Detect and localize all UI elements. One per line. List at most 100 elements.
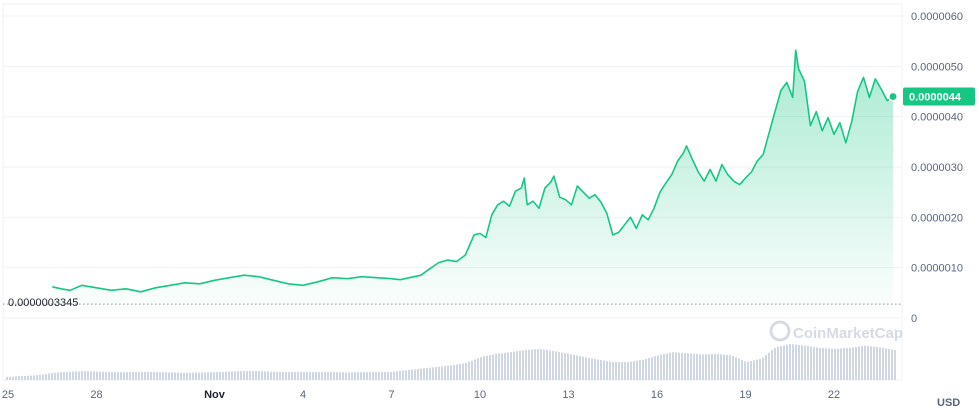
volume-bar bbox=[381, 372, 383, 380]
volume-bar bbox=[210, 372, 212, 380]
volume-bar bbox=[120, 372, 122, 380]
volume-bar bbox=[279, 371, 281, 380]
watermark: CoinMarketCap bbox=[769, 320, 903, 342]
volume-bar bbox=[450, 365, 452, 380]
volume-bar bbox=[399, 370, 401, 380]
volume-bar bbox=[363, 372, 365, 380]
volume-bar bbox=[546, 349, 548, 380]
volume-bar bbox=[795, 344, 797, 380]
volume-bar bbox=[732, 356, 734, 380]
volume-bar bbox=[39, 374, 41, 380]
volume-bar bbox=[213, 372, 215, 380]
volume-bar bbox=[21, 376, 23, 380]
volume-bar bbox=[489, 355, 491, 380]
y-tick-label: 0.0000030 bbox=[911, 162, 963, 174]
volume-bar bbox=[879, 347, 881, 380]
volume-bar bbox=[294, 372, 296, 380]
volume-bar bbox=[435, 366, 437, 380]
volume-bar bbox=[441, 366, 443, 380]
volume-bar bbox=[324, 372, 326, 380]
volume-bar bbox=[726, 354, 728, 380]
volume-bar bbox=[681, 352, 683, 380]
volume-bar bbox=[483, 356, 485, 380]
volume-bar bbox=[603, 360, 605, 380]
volume-bar bbox=[567, 353, 569, 380]
volume-bar bbox=[153, 372, 155, 380]
y-tick-label: 0 bbox=[911, 313, 917, 325]
volume-bar bbox=[99, 371, 101, 380]
volume-bar bbox=[708, 354, 710, 380]
volume-bar bbox=[273, 371, 275, 380]
volume-bar bbox=[204, 372, 206, 380]
volume-bar bbox=[750, 361, 752, 380]
volume-bar bbox=[783, 345, 785, 380]
volume-bar bbox=[108, 372, 110, 380]
price-area-fill bbox=[52, 50, 894, 318]
x-tick-label: 16 bbox=[651, 389, 663, 401]
volume-bar bbox=[657, 355, 659, 380]
volume-bar bbox=[261, 371, 263, 380]
volume-bar bbox=[9, 376, 11, 380]
volume-bar bbox=[765, 355, 767, 380]
volume-bar bbox=[303, 371, 305, 380]
volume-bar bbox=[771, 350, 773, 380]
volume-bar bbox=[201, 372, 203, 380]
volume-bar bbox=[12, 376, 14, 380]
volume-bar bbox=[756, 359, 758, 380]
volume-bar bbox=[405, 370, 407, 380]
volume-bar bbox=[186, 372, 188, 380]
volume-bar bbox=[894, 349, 896, 380]
volume-bar bbox=[822, 348, 824, 380]
volume-bar bbox=[801, 345, 803, 380]
volume-bar bbox=[615, 362, 617, 380]
volume-bar bbox=[453, 364, 455, 380]
volume-bar bbox=[858, 346, 860, 380]
volume-bar bbox=[561, 352, 563, 380]
volume-bar bbox=[408, 369, 410, 380]
volume-bar bbox=[519, 350, 521, 380]
volume-bar bbox=[429, 367, 431, 380]
volume-bar bbox=[156, 372, 158, 380]
currency-unit-label: USD bbox=[937, 397, 960, 409]
volume-bar bbox=[225, 371, 227, 380]
volume-bar bbox=[684, 352, 686, 380]
volume-bar bbox=[246, 370, 248, 380]
volume-bar bbox=[693, 353, 695, 380]
volume-bar bbox=[861, 346, 863, 380]
volume-bar bbox=[132, 372, 134, 380]
volume-bar bbox=[594, 358, 596, 380]
volume-bar bbox=[348, 372, 350, 380]
volume-bar bbox=[282, 372, 284, 380]
volume-bar bbox=[609, 361, 611, 380]
volume-bar bbox=[24, 375, 26, 380]
watermark-text: CoinMarketCap bbox=[793, 325, 903, 342]
volume-bar bbox=[222, 371, 224, 380]
volume-bar bbox=[678, 352, 680, 380]
volume-bar bbox=[486, 355, 488, 380]
volume-bar bbox=[591, 358, 593, 380]
volume-bar bbox=[885, 348, 887, 380]
volume-bar bbox=[843, 348, 845, 380]
volume-bar bbox=[744, 361, 746, 380]
volume-bar bbox=[315, 372, 317, 380]
volume-bar bbox=[525, 349, 527, 380]
volume-bar bbox=[588, 357, 590, 380]
volume-bar bbox=[105, 371, 107, 380]
volume-bar bbox=[33, 375, 35, 380]
volume-bar bbox=[876, 347, 878, 380]
volume-bar bbox=[141, 371, 143, 380]
volume-bar bbox=[144, 371, 146, 380]
volume-bar bbox=[495, 353, 497, 380]
volume-bar bbox=[423, 368, 425, 380]
y-tick-label: 0.0000060 bbox=[911, 11, 963, 23]
volume-bar bbox=[606, 360, 608, 380]
volume-bar bbox=[45, 373, 47, 380]
volume-bar bbox=[252, 371, 254, 380]
volume-bar bbox=[816, 347, 818, 380]
x-tick-label: 4 bbox=[300, 389, 306, 401]
volume-bar bbox=[393, 371, 395, 380]
volume-bar bbox=[570, 354, 572, 380]
volume-bar bbox=[378, 372, 380, 380]
volume-bar bbox=[195, 372, 197, 380]
